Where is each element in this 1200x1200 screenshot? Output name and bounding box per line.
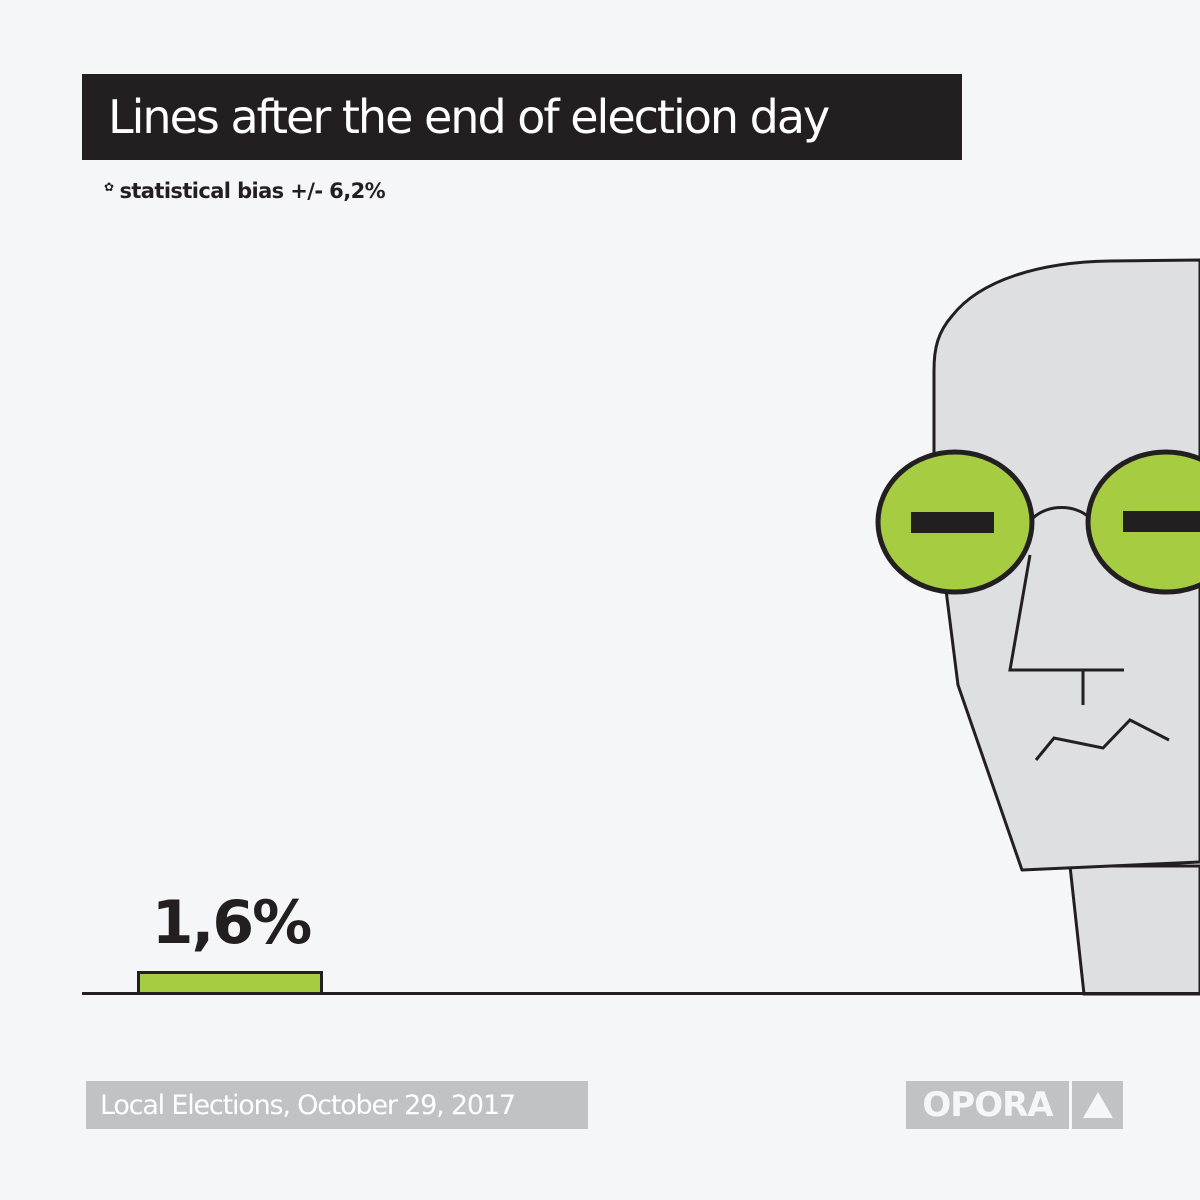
asterisk-icon: ✿ bbox=[104, 180, 114, 194]
opora-logo: OPORA bbox=[906, 1081, 1123, 1129]
bar-value-label: 1,6% bbox=[151, 888, 312, 958]
footer-caption: Local Elections, October 29, 2017 bbox=[100, 1089, 516, 1121]
footer-caption-box: Local Elections, October 29, 2017 bbox=[86, 1081, 588, 1129]
chart-title: Lines after the end of election day bbox=[108, 90, 830, 144]
head-shape bbox=[932, 258, 1200, 996]
x-axis-baseline bbox=[82, 992, 1200, 995]
statistical-note: ✿ statistical bias +/- 6,2% bbox=[104, 179, 386, 203]
mouth-icon bbox=[1034, 718, 1170, 761]
nose-icon bbox=[1008, 554, 1124, 705]
triangle-up-icon bbox=[1072, 1081, 1123, 1129]
data-bar bbox=[137, 971, 323, 993]
glasses-icon bbox=[875, 449, 1200, 595]
title-banner: Lines after the end of election day bbox=[82, 74, 962, 160]
logo-text: OPORA bbox=[906, 1081, 1069, 1129]
statistical-bias-text: statistical bias +/- 6,2% bbox=[119, 179, 386, 203]
